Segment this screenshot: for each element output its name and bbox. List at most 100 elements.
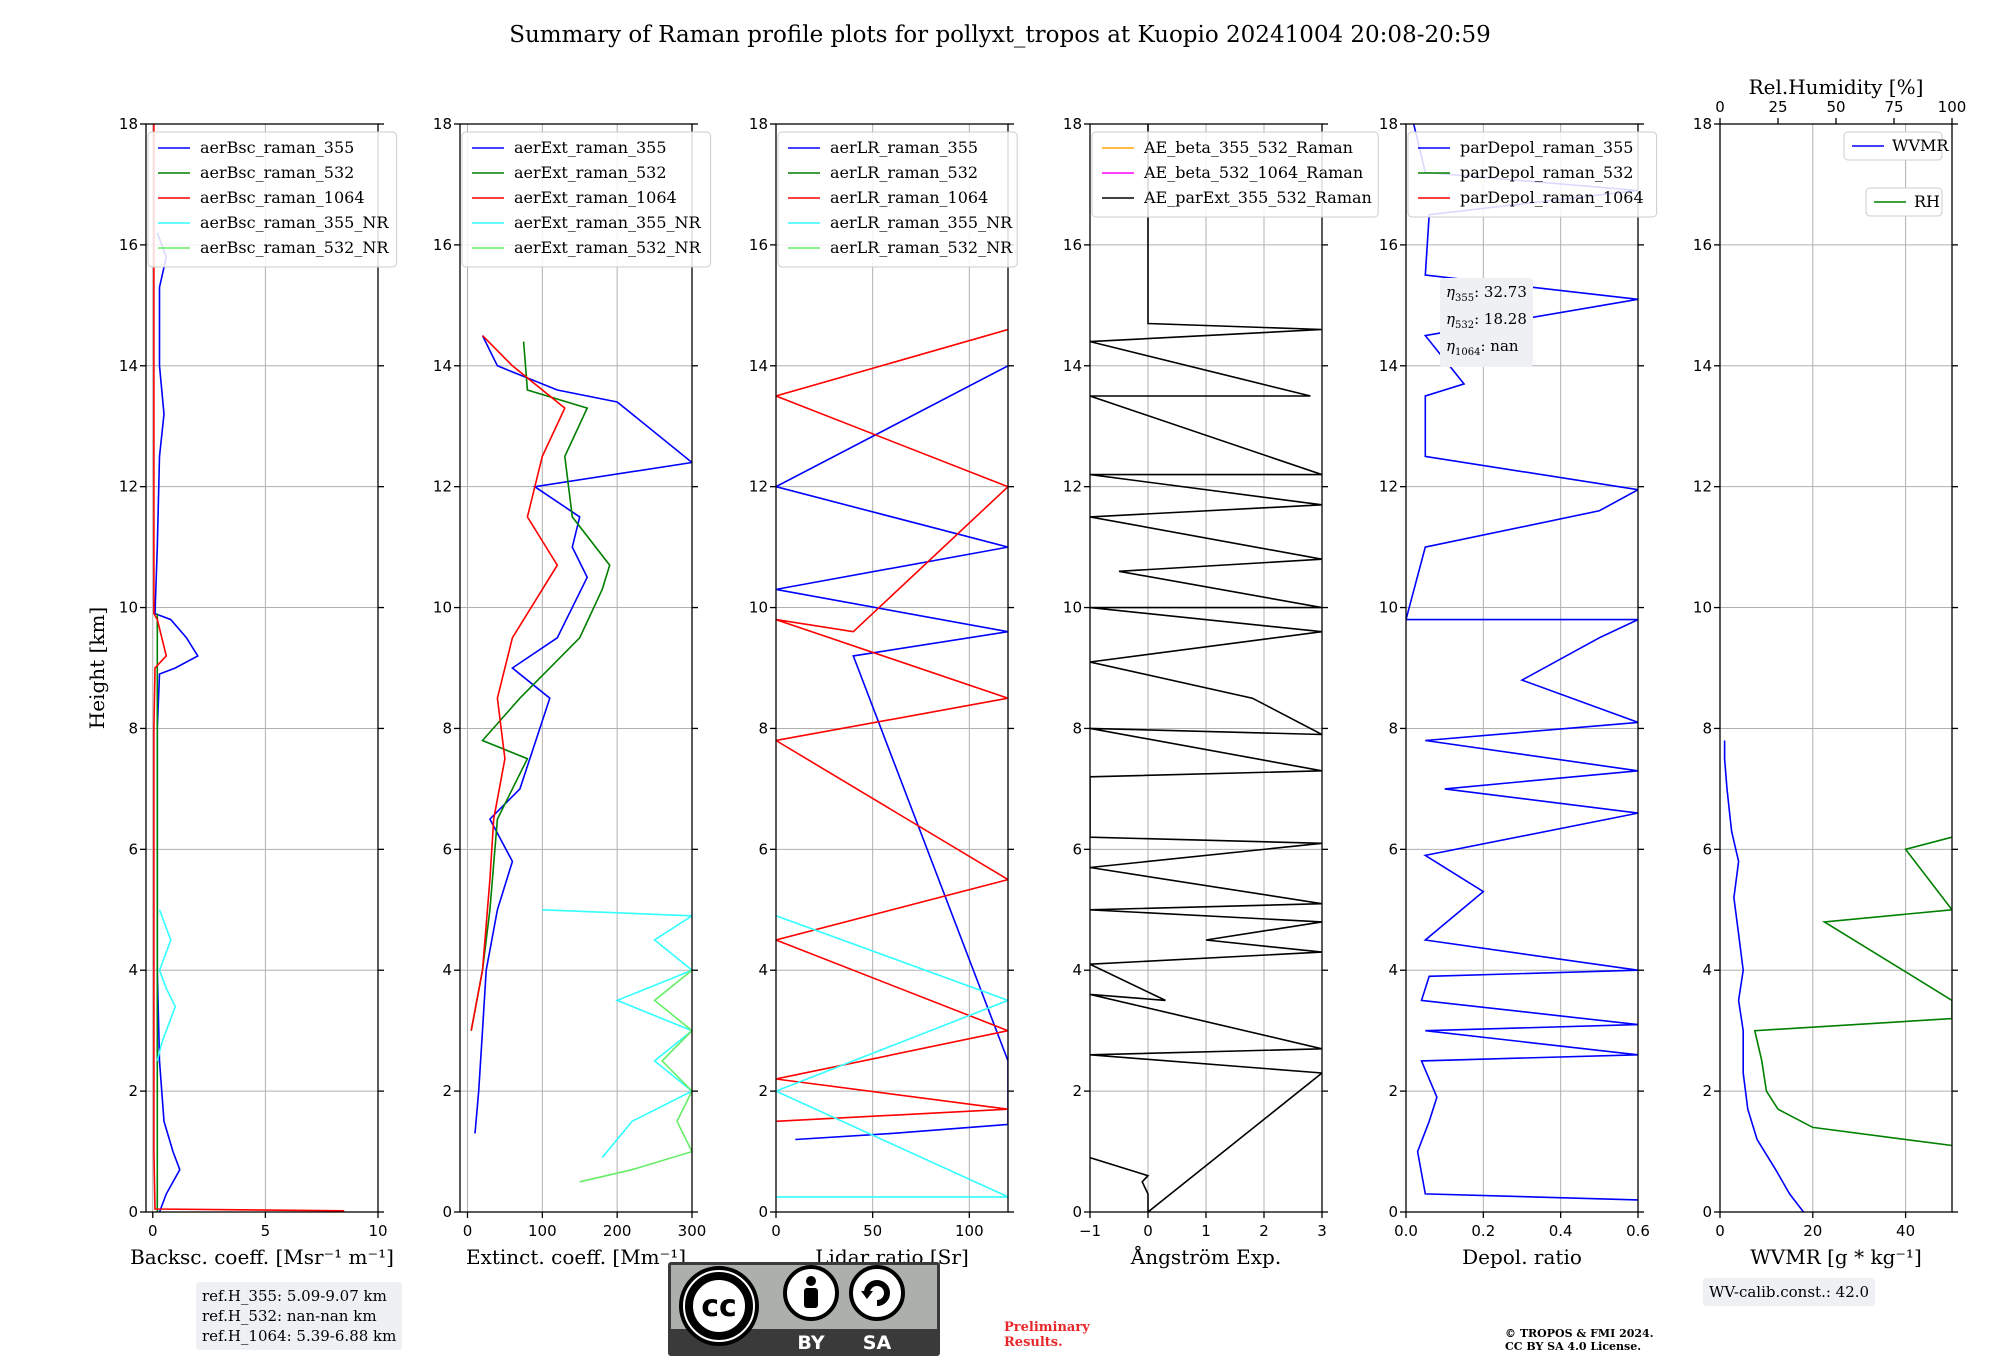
x-tick-label: 0.4	[1549, 1222, 1573, 1240]
axes-frame	[1719, 123, 1953, 1213]
legend: parDepol_raman_355 parDepol_raman_532 parD…	[1407, 131, 1658, 218]
eta-1064: η1064: nan	[1446, 337, 1519, 358]
y-tick-label: 6	[1388, 840, 1398, 858]
series-line-aerLR_raman_1064	[776, 328, 1008, 1123]
eta-355: η355: 32.73	[1446, 283, 1527, 304]
y-tick-label: 4	[758, 961, 768, 979]
y-tick-label: 2	[1072, 1082, 1082, 1100]
y-tick-label: 16	[1693, 236, 1712, 254]
y-axis-label: Height [km]	[85, 607, 109, 729]
x-tick-label: 20	[1803, 1222, 1822, 1240]
x-axis-label: Backsc. coeff. [Msr⁻¹ m⁻¹]	[130, 1245, 394, 1269]
y-tick-label: 4	[1388, 961, 1398, 979]
x-tick-label: 0.2	[1471, 1222, 1495, 1240]
y-tick-label: 16	[1379, 236, 1398, 254]
legend-frame	[147, 131, 398, 268]
series-line-WVMR	[1723, 740, 1805, 1212]
y-tick-label: 18	[1693, 115, 1712, 133]
cc-text: cc	[701, 1289, 737, 1324]
preliminary-line-2: Results.	[1004, 1335, 1063, 1350]
y-tick-label: 12	[433, 478, 452, 496]
series-line-aerExt_raman_1064	[470, 335, 566, 1031]
x-tick-label: 0	[771, 1222, 781, 1240]
y-tick-label: 16	[433, 236, 452, 254]
legend-frame	[1407, 131, 1658, 218]
y-tick-label: 10	[1063, 599, 1082, 617]
preliminary-results-note: Preliminary Results.	[1004, 1320, 1090, 1350]
y-tick-label: 16	[119, 236, 138, 254]
x-tick-label: 3	[1317, 1222, 1327, 1240]
y-tick-label: 16	[749, 236, 768, 254]
y-tick-label: 12	[1693, 478, 1712, 496]
series-line-aerBsc_raman_355	[154, 232, 199, 1212]
y-tick-label: 14	[1063, 357, 1082, 375]
y-tick-label: 0	[1702, 1203, 1712, 1221]
series-line-aerBsc_raman_355_NR	[156, 909, 177, 1062]
y-tick-label: 6	[128, 840, 138, 858]
legend-frame	[1091, 131, 1379, 218]
y-tick-label: 0	[758, 1203, 768, 1221]
copyright-note: © TROPOS & FMI 2024. CC BY SA 4.0 Licens…	[1505, 1327, 1654, 1353]
y-tick-label: 0	[128, 1203, 138, 1221]
sa-label: SA	[863, 1332, 892, 1354]
axes-frame	[1405, 123, 1639, 1213]
y-tick-label: 10	[119, 599, 138, 617]
y-tick-label: 4	[1702, 961, 1712, 979]
y-tick-label: 8	[1388, 719, 1398, 737]
legend-label-aerExt_raman_532_NR: aerExt_raman_532_NR	[514, 238, 702, 257]
y-tick-label: 2	[1388, 1082, 1398, 1100]
y-tick-label: 6	[442, 840, 452, 858]
y-tick-label: 2	[128, 1082, 138, 1100]
legend-label-RH: RH	[1914, 192, 1940, 211]
x-tick-label: 0	[1715, 1222, 1725, 1240]
legend-label-aerExt_raman_355_NR: aerExt_raman_355_NR	[514, 213, 702, 232]
legend-label-WVMR: WVMR	[1892, 136, 1949, 155]
legend: WVMR	[1843, 131, 1949, 161]
series-line-aerBsc_raman_1064	[153, 124, 345, 1212]
top-x-tick-label: 25	[1768, 98, 1787, 116]
y-tick-label: 8	[1072, 719, 1082, 737]
legend: aerLR_raman_355 aerLR_raman_532 aerLR_rama…	[777, 131, 1018, 268]
y-tick-label: 12	[1379, 478, 1398, 496]
y-tick-label: 14	[749, 357, 768, 375]
x-tick-label: 1	[1201, 1222, 1211, 1240]
x-tick-label: 100	[955, 1222, 984, 1240]
y-tick-label: 6	[1072, 840, 1082, 858]
x-tick-label: 100	[528, 1222, 557, 1240]
by-label: BY	[797, 1332, 824, 1354]
y-tick-label: 6	[1702, 840, 1712, 858]
top-x-axis-label: Rel.Humidity [%]	[1749, 75, 1924, 99]
y-tick-label: 18	[1379, 115, 1398, 133]
y-tick-label: 8	[128, 719, 138, 737]
legend-label-AE_beta_355_532_Raman: AE_beta_355_532_Raman	[1143, 138, 1353, 157]
ref-height-1064: ref.H_1064: 5.39-6.88 km	[202, 1327, 397, 1345]
legend-label-aerLR_raman_532_NR: aerLR_raman_532_NR	[830, 238, 1013, 257]
axes-frame	[459, 123, 693, 1213]
y-tick-label: 0	[1388, 1203, 1398, 1221]
x-tick-label: 50	[863, 1222, 882, 1240]
series-line-aerLR_raman_355_NR	[776, 915, 1008, 1198]
eta-532: η532: 18.28	[1446, 310, 1527, 331]
sa-share-icon	[849, 1265, 905, 1321]
y-tick-label: 6	[758, 840, 768, 858]
y-tick-label: 18	[1063, 115, 1082, 133]
x-axis-label: Extinct. coeff. [Mm⁻¹]	[466, 1245, 686, 1269]
x-tick-label: 300	[678, 1222, 707, 1240]
x-tick-label: 0.6	[1626, 1222, 1650, 1240]
series-line-AE_parExt_355_532_Raman	[1090, 124, 1322, 1212]
x-axis-label: Ångström Exp.	[1130, 1244, 1281, 1269]
x-tick-label: 0.0	[1394, 1222, 1418, 1240]
x-axis-label: Depol. ratio	[1462, 1245, 1582, 1269]
eta-annotation-box: η355: 32.73 η532: 18.28 η1064: nan	[1440, 278, 1533, 367]
legend-label-aerLR_raman_532: aerLR_raman_532	[830, 163, 978, 182]
y-tick-label: 0	[1072, 1203, 1082, 1221]
y-tick-label: 18	[119, 115, 138, 133]
y-tick-label: 8	[442, 719, 452, 737]
legend-label-aerBsc_raman_1064: aerBsc_raman_1064	[200, 188, 365, 207]
y-tick-label: 2	[1702, 1082, 1712, 1100]
y-tick-label: 0	[442, 1203, 452, 1221]
top-x-tick-label: 100	[1938, 98, 1967, 116]
legend-frame	[1843, 131, 1943, 161]
